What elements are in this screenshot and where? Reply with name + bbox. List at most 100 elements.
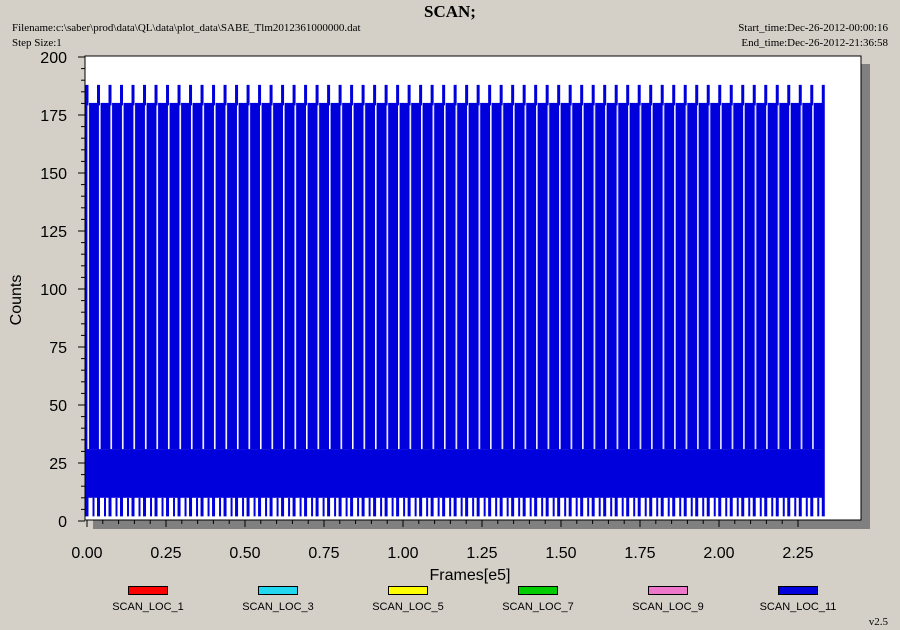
scan-cluster	[112, 103, 121, 450]
legend-item: SCAN_LOC_5	[353, 586, 463, 613]
y-tick-label: 200	[40, 50, 67, 67]
scan-cluster	[342, 103, 352, 450]
y-tick-label: 75	[49, 340, 67, 357]
scan-cluster	[376, 103, 386, 450]
scan-cluster	[583, 103, 593, 450]
scan-cluster	[779, 103, 789, 450]
legend-swatch	[388, 586, 428, 595]
x-tick-label: 2.00	[703, 545, 734, 562]
legend-label: SCAN_LOC_11	[759, 601, 837, 613]
scan-cluster	[733, 103, 743, 450]
legend-label: SCAN_LOC_5	[372, 601, 444, 613]
y-tick-label: 175	[40, 108, 67, 125]
x-tick-label: 1.50	[545, 545, 576, 562]
x-tick-label: 0.00	[71, 545, 102, 562]
scan-cluster	[330, 103, 340, 450]
x-tick-label: 0.50	[229, 545, 260, 562]
scan-cluster	[215, 103, 225, 450]
y-tick-label: 100	[40, 282, 67, 299]
legend-swatch	[258, 586, 298, 595]
x-axis-label: Frames[e5]	[430, 567, 511, 584]
scan-cluster	[790, 103, 800, 450]
legend-label: SCAN_LOC_1	[112, 601, 184, 613]
scan-cluster	[698, 103, 708, 450]
chart-title: SCAN;	[424, 2, 476, 21]
scan-cluster	[434, 103, 444, 450]
y-axis-label: Counts	[8, 275, 25, 326]
scan-cluster	[457, 103, 467, 450]
scan-cluster	[388, 103, 398, 450]
scan-cluster	[365, 103, 375, 450]
scan-cluster	[503, 103, 513, 450]
scan-cluster	[284, 103, 294, 450]
legend-label: SCAN_LOC_3	[242, 601, 314, 613]
y-tick-label: 150	[40, 166, 67, 183]
scan-cluster	[526, 103, 536, 450]
filename-label: Filename:c:\saber\prod\data\QL\data\plot…	[12, 22, 361, 34]
scan-cluster	[537, 103, 547, 450]
legend-label: SCAN_LOC_9	[632, 601, 704, 613]
scan-cluster	[100, 103, 110, 450]
scan-cluster	[618, 103, 628, 450]
scan-cluster	[756, 103, 766, 450]
scan-cluster	[146, 103, 156, 450]
x-tick-label: 2.25	[782, 545, 813, 562]
legend-item: SCAN_LOC_3	[223, 586, 333, 613]
scan-cluster	[238, 103, 248, 450]
scan-cluster	[468, 103, 478, 450]
scan-cluster	[606, 103, 616, 450]
scan-cluster	[560, 103, 570, 450]
axes: 0.00 0.25 0.50 0.75 1.00 1.25 1.50 1.75 2.00 2.25…	[40, 50, 813, 562]
scan-cluster	[261, 103, 271, 450]
scan-cluster	[652, 103, 662, 450]
legend-label: SCAN_LOC_7	[502, 601, 574, 613]
scan-cluster	[169, 103, 179, 450]
x-tick-label: 0.25	[150, 545, 181, 562]
y-tick-label: 50	[49, 398, 67, 415]
scan-cluster	[411, 103, 421, 450]
scan-cluster	[767, 103, 777, 450]
scan-cluster	[491, 103, 501, 450]
scan-cluster	[181, 103, 190, 450]
start-time-label: Start_time:Dec-26-2012-00:00:16	[738, 22, 888, 34]
y-tick-label: 125	[40, 224, 67, 241]
scan-cluster	[445, 103, 455, 450]
scan-cluster	[319, 103, 329, 450]
scan-cluster	[813, 103, 823, 450]
x-tick-label: 1.25	[466, 545, 497, 562]
scan-cluster	[721, 103, 731, 450]
scan-cluster	[595, 103, 605, 450]
scan-cluster	[572, 103, 582, 450]
x-tick-label: 0.75	[308, 545, 339, 562]
scan-cluster	[514, 103, 524, 450]
legend-item: SCAN_LOC_1	[93, 586, 203, 613]
scan-cluster	[204, 103, 213, 450]
scan-cluster	[273, 103, 282, 450]
x-tick-label: 1.75	[624, 545, 655, 562]
scan-cluster	[353, 103, 363, 450]
scan-cluster	[89, 103, 98, 450]
scan-cluster	[227, 103, 236, 450]
scan-cluster	[675, 103, 685, 450]
legend-item: SCAN_LOC_9	[613, 586, 723, 613]
legend-swatch	[128, 586, 168, 595]
scan-cluster	[123, 103, 133, 450]
scan-cluster	[158, 103, 167, 450]
scan-cluster	[480, 103, 490, 450]
legend-swatch	[648, 586, 688, 595]
plot-marks	[85, 84, 825, 517]
scan-cluster	[802, 103, 812, 450]
scan-cluster	[296, 103, 306, 450]
scan-cluster	[399, 103, 409, 450]
step-size-label: Step Size:1	[12, 37, 62, 49]
scan-cluster	[135, 103, 144, 450]
scan-cluster	[629, 103, 639, 450]
scan-cluster	[664, 103, 674, 450]
y-tick-label: 0	[58, 514, 67, 531]
scan-cluster	[192, 103, 202, 450]
legend-swatch	[518, 586, 558, 595]
legend-item: SCAN_LOC_11	[743, 586, 853, 613]
legend-swatch	[778, 586, 818, 595]
scan-cluster	[250, 103, 259, 450]
